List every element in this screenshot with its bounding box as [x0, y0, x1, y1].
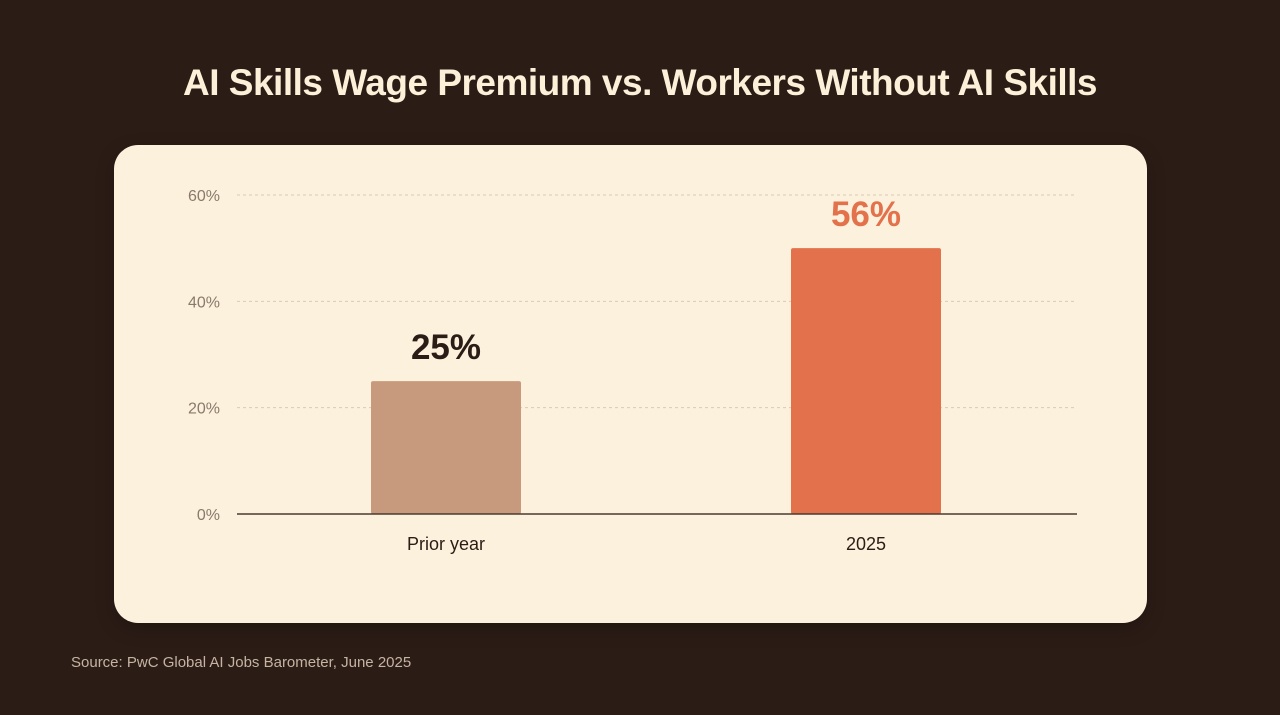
- x-category-label: 2025: [846, 534, 886, 554]
- bar: [791, 248, 941, 514]
- bar-chart: 0% 20% 40% 60% 25% Prior year 56% 2025: [188, 188, 1077, 554]
- y-tick-label: 0%: [197, 507, 220, 524]
- chart-title: AI Skills Wage Premium vs. Workers Witho…: [183, 62, 1098, 103]
- data-label: 25%: [411, 328, 481, 367]
- y-tick-label: 60%: [188, 188, 220, 205]
- source-note: Source: PwC Global AI Jobs Barometer, Ju…: [71, 654, 412, 671]
- x-category-label: Prior year: [407, 534, 485, 554]
- y-tick-label: 20%: [188, 401, 220, 418]
- chart-card: 0% 20% 40% 60% 25% Prior year 56% 2025: [114, 145, 1147, 623]
- data-label: 56%: [831, 195, 901, 234]
- y-tick-label: 40%: [188, 294, 220, 311]
- bar: [371, 381, 521, 514]
